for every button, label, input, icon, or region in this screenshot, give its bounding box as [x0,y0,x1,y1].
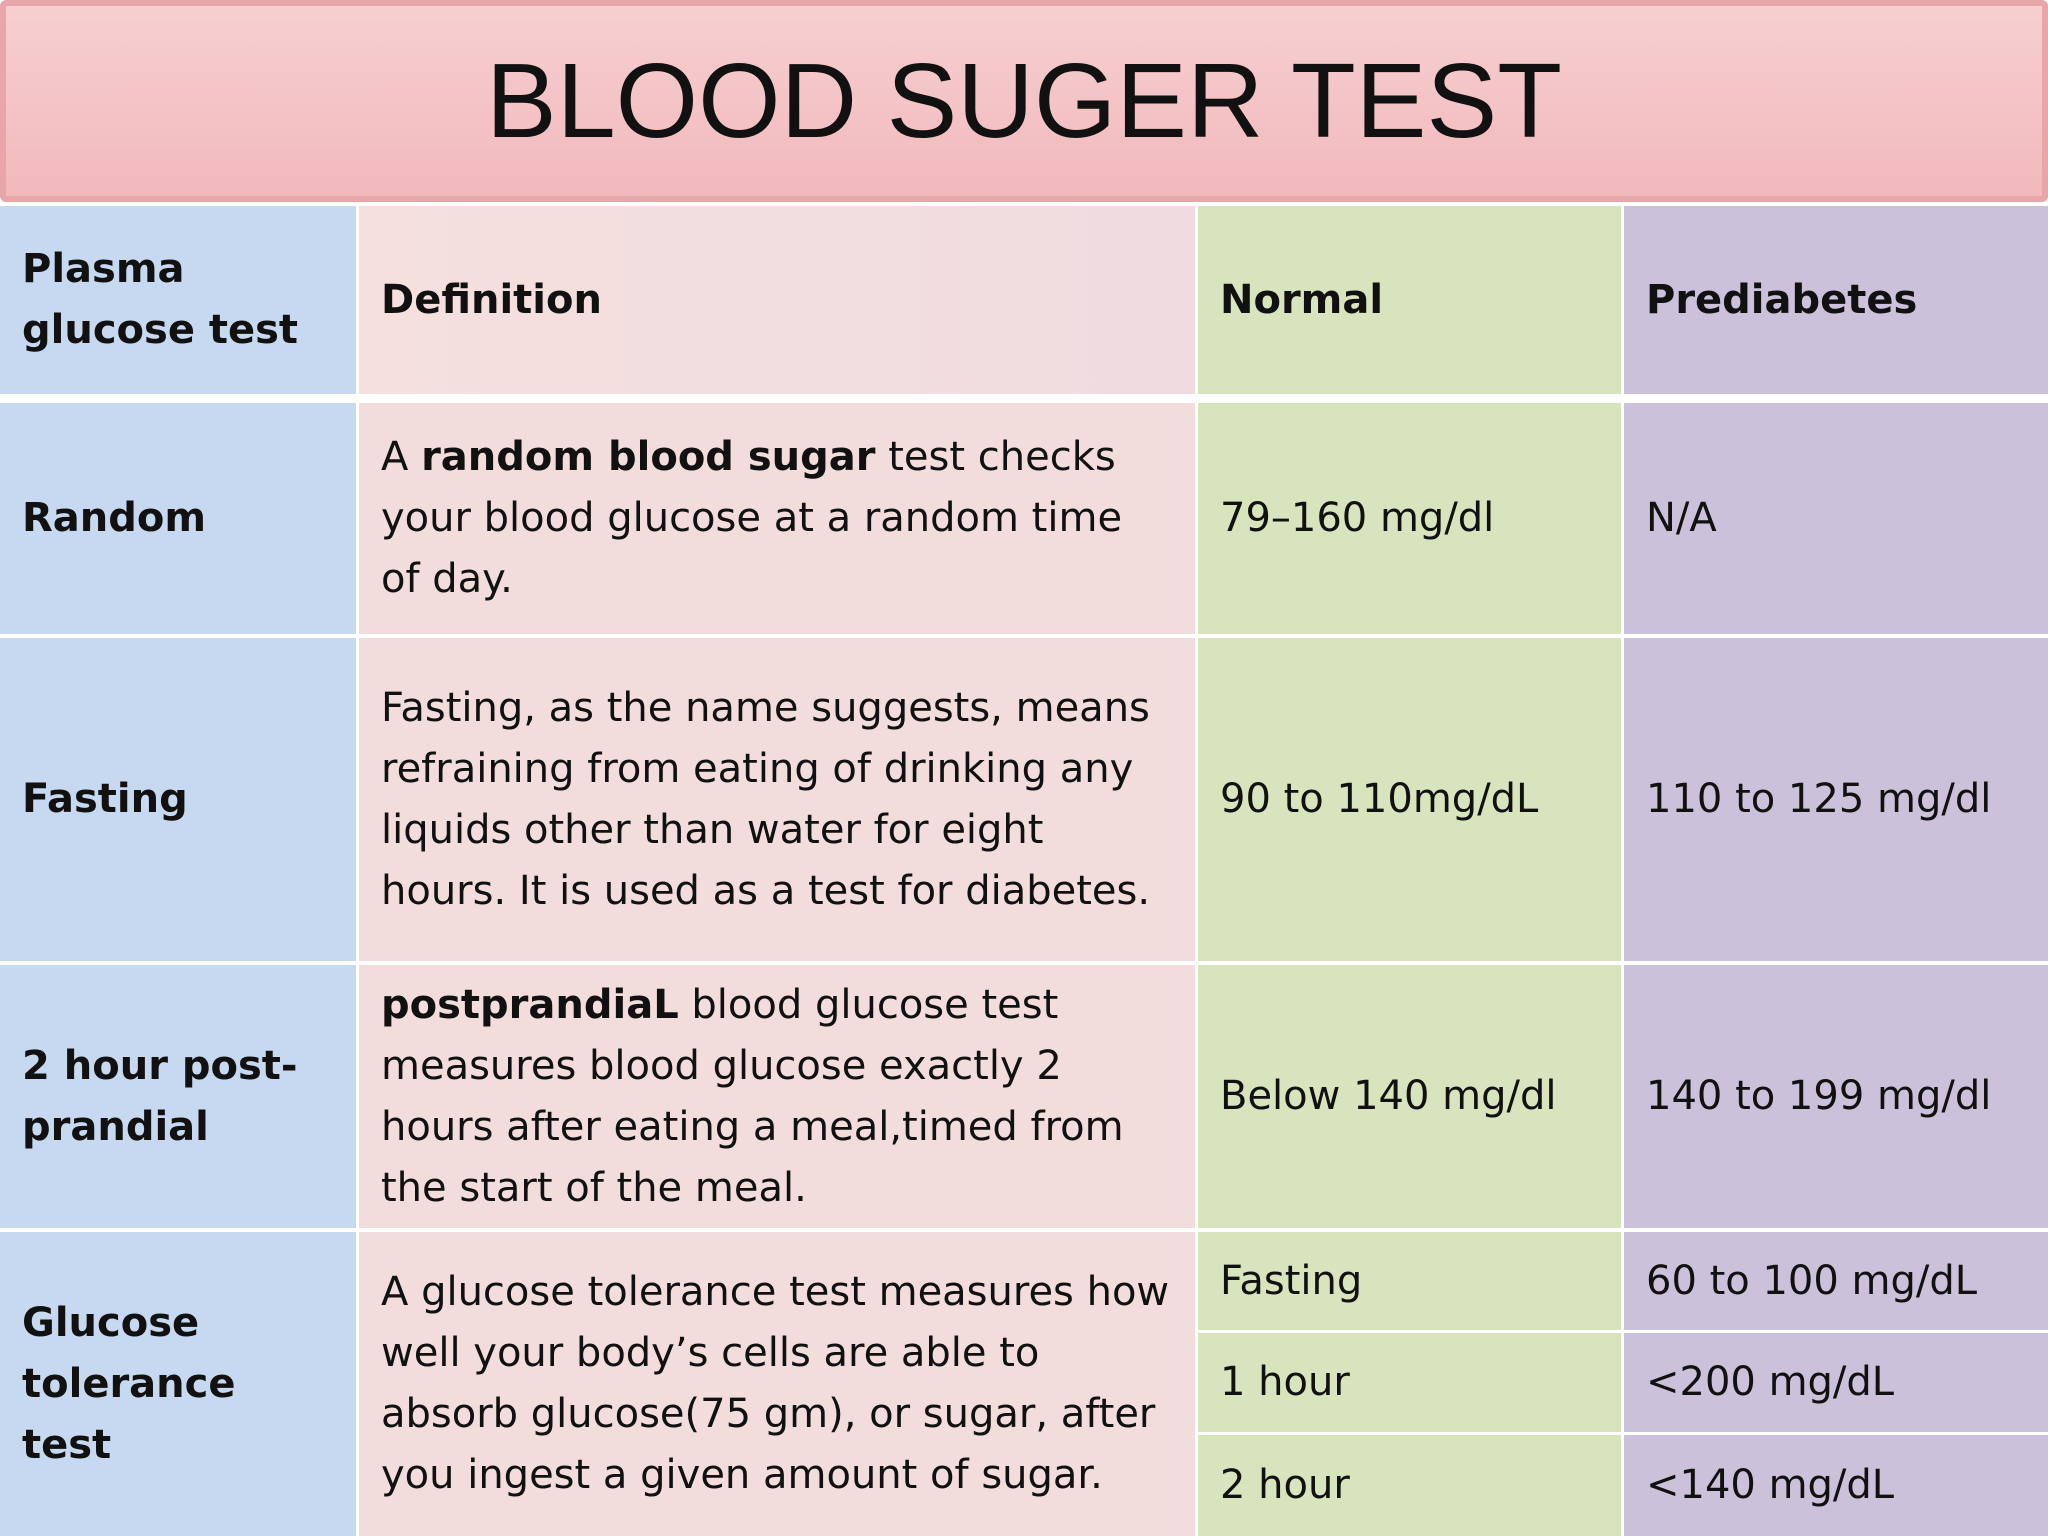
text: Fasting, as the name suggests, means ref… [381,684,1151,914]
test-cell: Glucose tolerance test [0,1232,356,1536]
cell-content: 2 hour [1220,1455,1599,1516]
text: random blood sugar [421,434,876,480]
test-cell: Random [0,403,356,634]
text: <140 mg/dL [1646,1461,1895,1508]
definition-cell: A glucose tolerance test measures how we… [359,1232,1195,1536]
result-time-cell: Fasting [1198,1232,1621,1331]
text: Fasting [22,776,188,822]
cell-content: 1 hour [1220,1352,1599,1413]
cell-content: postprandiaL blood glucose test measures… [381,975,1173,1219]
text: N/A [1646,495,1717,541]
title: BLOOD SUGER TEST [0,0,2048,202]
header-cell: Plasma glucose test [0,206,356,394]
text: Glucose tolerance test [22,1299,236,1468]
cell-content: Definition [381,270,1173,331]
text: Normal [1220,276,1384,323]
cell-content: Fasting [1220,1251,1599,1312]
cell-content: 2 hour post-prandial [22,1036,334,1158]
cell-content: <200 mg/dL [1646,1352,2026,1413]
test-cell: 2 hour post-prandial [0,965,356,1228]
text: 1 hour [1220,1358,1350,1405]
text: Fasting [1220,1257,1363,1304]
header-cell: Prediabetes [1624,206,2048,394]
cell-content: 140 to 199 mg/dl [1646,1066,2026,1127]
prediabetes-cell: N/A [1624,403,2048,634]
cell-content: N/A [1646,488,2026,549]
cell-content: Fasting, as the name suggests, means ref… [381,678,1173,922]
cell-content: Below 140 mg/dl [1220,1066,1599,1127]
normal-cell: 79–160 mg/dl [1198,403,1621,634]
definition-cell: postprandiaL blood glucose test measures… [359,965,1195,1228]
cell-content: Glucose tolerance test [22,1293,334,1476]
prediabetes-cell: 140 to 199 mg/dl [1624,965,2048,1228]
result-time-cell: 2 hour [1198,1434,1621,1536]
text: 79–160 mg/dl [1220,495,1495,541]
definition-cell: Fasting, as the name suggests, means ref… [359,638,1195,961]
cell-content: 90 to 110mg/dL [1220,769,1599,830]
definition-cell: A random blood sugar test checks your bl… [359,403,1195,634]
result-time-cell: 1 hour [1198,1333,1621,1432]
normal-cell: 90 to 110mg/dL [1198,638,1621,961]
cell-content: Fasting [22,769,334,830]
text: Prediabetes [1646,276,1918,323]
text: 90 to 110mg/dL [1220,776,1539,822]
cell-content: A random blood sugar test checks your bl… [381,427,1173,610]
text: blood glucose test measures blood glucos… [381,981,1124,1211]
result-value-cell: <140 mg/dL [1624,1434,2048,1536]
text: test checks your blood glucose at a rand… [381,434,1123,602]
cell-content: 60 to 100 mg/dL [1646,1251,2026,1312]
result-value-cell: <200 mg/dL [1624,1333,2048,1432]
text: postprandiaL [381,981,679,1028]
text: A [381,434,422,480]
text: 2 hour post-prandial [22,1042,298,1150]
result-value-cell: 60 to 100 mg/dL [1624,1232,2048,1331]
cell-content: Normal [1220,270,1599,331]
text: A glucose tolerance test measures how we… [381,1269,1170,1498]
text: Definition [381,276,602,323]
text: Below 140 mg/dl [1220,1073,1557,1119]
header-cell: Definition [359,206,1195,394]
text: 110 to 125 mg/dl [1646,776,1992,822]
text: <200 mg/dL [1646,1358,1895,1405]
cell-content: Prediabetes [1646,270,2026,331]
cell-content: 79–160 mg/dl [1220,488,1599,549]
header-cell: Normal [1198,206,1621,394]
prediabetes-cell: 110 to 125 mg/dl [1624,638,2048,961]
cell-content: A glucose tolerance test measures how we… [381,1262,1173,1506]
text: 2 hour [1220,1461,1350,1508]
test-cell: Fasting [0,638,356,961]
text: Plasma glucose test [22,246,299,353]
cell-content: Plasma glucose test [22,239,334,361]
text: 140 to 199 mg/dl [1646,1073,1992,1119]
cell-content: Random [22,488,334,549]
normal-cell: Below 140 mg/dl [1198,965,1621,1228]
cell-content: <140 mg/dL [1646,1455,2026,1516]
text: 60 to 100 mg/dL [1646,1257,1978,1304]
text: Random [22,495,207,541]
cell-content: 110 to 125 mg/dl [1646,769,2026,830]
